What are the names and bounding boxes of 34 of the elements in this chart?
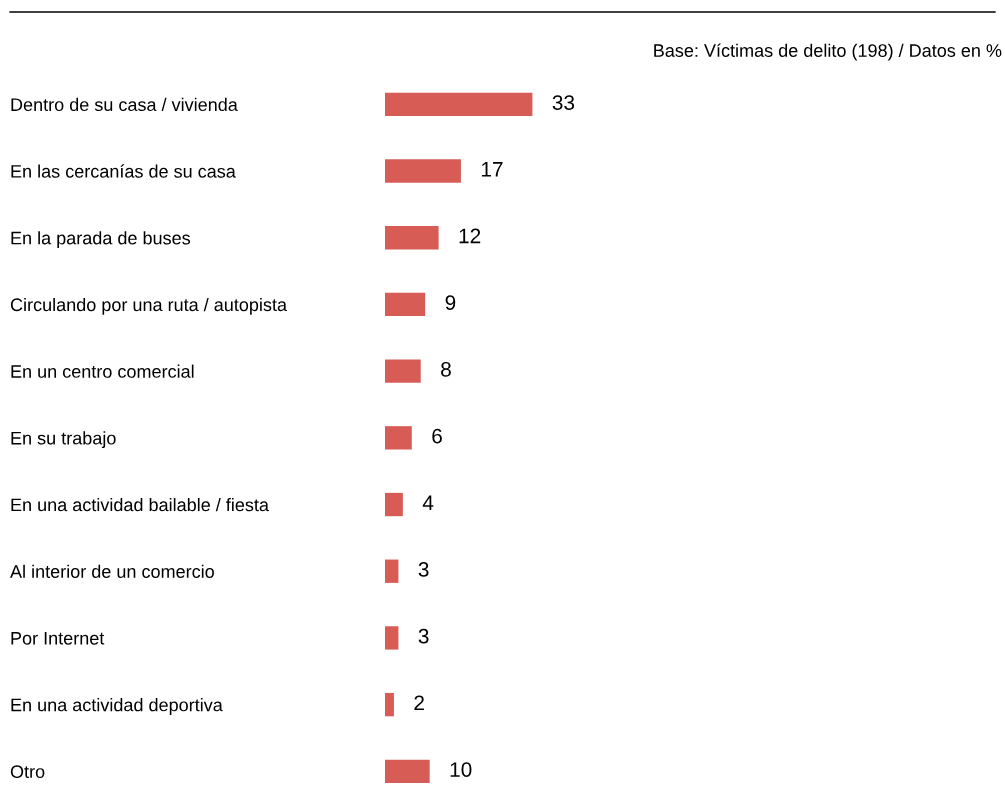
- data-label: 8: [441, 361, 451, 377]
- bar: [385, 226, 439, 250]
- data-label: 6: [432, 428, 442, 444]
- y-tick-label: En un centro comercial: [11, 364, 194, 378]
- y-tick-label: En las cercanías de su casa: [11, 164, 236, 178]
- y-tick-label: En una actividad deportiva: [11, 698, 223, 715]
- bar: [385, 159, 461, 183]
- bar: [385, 292, 426, 317]
- data-label: 2: [414, 695, 424, 711]
- y-tick-label: Otro: [10, 765, 45, 779]
- bar: [385, 492, 403, 517]
- data-label: 3: [418, 562, 429, 577]
- y-tick-label: Circulando por una ruta / autopista: [10, 297, 288, 315]
- bar: [385, 759, 430, 783]
- data-label: 17: [481, 162, 503, 177]
- data-label: 33: [552, 95, 575, 110]
- y-tick-label: Dentro de su casa / vivienda: [11, 97, 238, 112]
- y-tick-label: En una actividad bailable / fiesta: [11, 497, 269, 512]
- text: Base: Víctimas de delito (198) / Datos en %: [654, 43, 1002, 61]
- bar: [385, 692, 394, 717]
- data-label: 4: [422, 495, 434, 510]
- bar: [385, 426, 412, 450]
- y-tick-label: Al interior de un comercio: [10, 564, 214, 578]
- bar: [385, 626, 399, 650]
- data-label: 10: [450, 762, 472, 777]
- y-tick-label: En la parada de buses: [11, 231, 191, 249]
- bar: [385, 559, 399, 583]
- data-label: 12: [459, 228, 481, 244]
- data-label: 3: [418, 628, 429, 644]
- data-label: 9: [445, 295, 456, 311]
- y-tick-label: Por Internet: [11, 632, 105, 645]
- y-tick-label: En su trabajo: [11, 431, 116, 449]
- bar: [385, 92, 533, 117]
- bar: [385, 359, 421, 383]
